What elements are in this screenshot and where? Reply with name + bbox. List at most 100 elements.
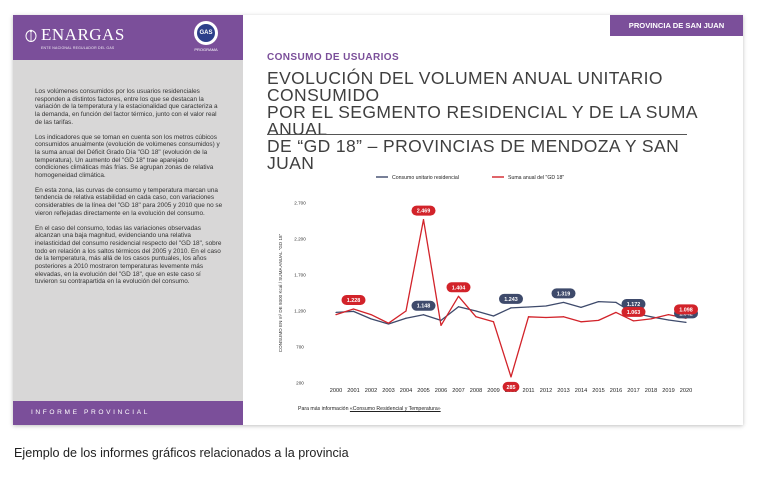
data-point (405, 317, 407, 319)
y-tick-label: 1.200 (294, 309, 306, 314)
data-point (580, 306, 582, 308)
data-point (562, 316, 565, 318)
data-point (510, 307, 512, 309)
data-label-pill (621, 306, 646, 317)
y-tick-label: 2.200 (294, 237, 306, 242)
data-point (387, 322, 390, 324)
legend-label: Consumo unitario residencial (392, 175, 459, 181)
gas-badge-text: GAS (197, 24, 215, 42)
sidebar-text: Los volúmenes consumidos por los usuario… (35, 88, 223, 293)
data-point (335, 314, 337, 316)
x-tick-label: 2013 (557, 388, 569, 394)
x-tick-label: 2012 (540, 388, 552, 394)
data-point (335, 311, 337, 314)
data-point (545, 305, 547, 307)
data-point (475, 310, 477, 312)
title-divider (267, 134, 687, 135)
data-label: 1.319 (557, 291, 571, 297)
y-tick-label: 2.700 (294, 201, 306, 206)
title-line: POR EL SEGMENTO RESIDENCIAL Y DE LA SUMA… (267, 102, 697, 139)
x-tick-label: 2019 (662, 388, 674, 394)
data-point (615, 311, 617, 314)
legend-label: Suma anual del "GD 18" (508, 175, 564, 181)
x-tick-label: 2000 (330, 388, 342, 394)
data-point (422, 219, 425, 221)
data-point (615, 301, 617, 303)
data-point (352, 308, 355, 310)
more-info-link[interactable]: «Consumo Residencial y Temperatura» (349, 406, 441, 412)
x-tick-label: 2005 (417, 388, 429, 394)
data-label: 1.063 (627, 310, 641, 316)
data-point (370, 314, 372, 316)
data-point (527, 306, 530, 308)
data-point (492, 315, 495, 317)
x-tick-label: 2004 (400, 388, 412, 394)
data-label-pill (411, 300, 436, 311)
title-line: EVOLUCIÓN DEL VOLUMEN ANUAL UNITARIO CON… (267, 68, 663, 105)
x-tick-label: 2009 (487, 388, 499, 394)
data-point (527, 316, 530, 318)
data-point (440, 319, 442, 321)
x-tick-label: 2007 (452, 388, 464, 394)
data-label-pill (446, 282, 471, 293)
data-label: 1.042 (679, 311, 693, 317)
data-point (667, 314, 670, 316)
data-point (597, 319, 600, 321)
x-tick-label: 2003 (382, 388, 394, 394)
data-point (457, 295, 460, 297)
data-point (667, 319, 670, 321)
data-point (650, 316, 652, 318)
data-point (562, 301, 565, 304)
data-point (422, 314, 425, 316)
emblem-icon (25, 29, 37, 42)
data-label: 2.469 (417, 209, 431, 215)
data-label-pill (502, 381, 520, 392)
brand-subtitle: ENTE NACIONAL REGULADOR DEL GAS (41, 46, 115, 50)
sidebar-paragraph: Los indicadores que se toman en cuenta s… (35, 133, 220, 180)
x-tick-label: 2011 (522, 388, 534, 394)
data-point (597, 301, 600, 303)
data-point (440, 324, 442, 326)
data-point (492, 321, 495, 323)
data-point (510, 376, 512, 378)
data-label-pill (411, 205, 436, 216)
y-tick-label: 700 (296, 345, 304, 350)
sidebar-footer: INFORME PROVINCIAL (13, 401, 243, 425)
section-title: CONSUMO DE USUARIOS (267, 52, 400, 63)
data-label-pill (499, 293, 523, 304)
data-point (685, 321, 687, 323)
sidebar-header: ENARGAS ENTE NACIONAL REGULADOR DEL GAS … (13, 15, 243, 60)
data-point (457, 306, 460, 308)
sidebar-paragraph: Los volúmenes consumidos por los usuario… (35, 88, 218, 126)
report-card: ENARGAS ENTE NACIONAL REGULADOR DEL GAS … (13, 15, 743, 425)
data-point (405, 310, 407, 312)
data-label-pill (621, 299, 646, 310)
data-label: 1.148 (417, 304, 431, 310)
x-tick-label: 2015 (592, 388, 604, 394)
sidebar: ENARGAS ENTE NACIONAL REGULADOR DEL GAS … (13, 15, 243, 425)
data-point (580, 321, 582, 323)
data-label: 1.098 (679, 307, 693, 313)
data-label: 1.228 (347, 298, 361, 304)
x-tick-label: 2014 (575, 388, 587, 394)
data-point (545, 316, 547, 319)
sidebar-paragraph: En el caso del consumo, todas las variac… (35, 224, 222, 286)
brand-name: ENARGAS (41, 25, 125, 44)
data-point (352, 310, 355, 312)
title-line: DE “GD 18” – PROVINCIAS DE MENDOZA Y SAN… (267, 136, 680, 173)
page-title: EVOLUCIÓN DEL VOLUMEN ANUAL UNITARIO CON… (267, 68, 727, 173)
data-point (632, 320, 635, 322)
sidebar-footer-label: INFORME PROVINCIAL (31, 409, 150, 416)
x-tick-label: 2001 (347, 388, 359, 394)
data-label-pill (551, 288, 576, 299)
line-chart: CONSUMO EN m³ DE 9300 Kcal / SUMA ANUAL … (278, 175, 698, 394)
data-point (650, 318, 652, 320)
data-label: 1.243 (504, 297, 518, 303)
data-label: 1.404 (452, 285, 466, 291)
x-tick-label: 2002 (365, 388, 377, 394)
sidebar-paragraph: En esta zona, las curvas de consumo y te… (35, 186, 223, 217)
more-info-prefix: Para más información (298, 406, 350, 412)
more-info-note: Para más información «Consumo Residencia… (298, 406, 441, 412)
x-tick-label: 2017 (627, 388, 639, 394)
x-tick-label: 2008 (470, 388, 482, 394)
